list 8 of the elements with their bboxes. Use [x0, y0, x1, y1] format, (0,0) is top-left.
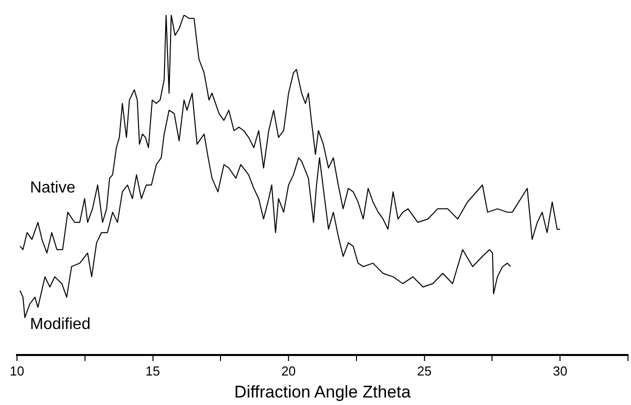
x-tick-label: 25 [417, 363, 432, 378]
x-axis-title: Diffraction Angle Ztheta [234, 382, 412, 402]
x-tick-label: 15 [146, 363, 160, 378]
x-tick-label: 10 [10, 363, 24, 378]
series-label: Modified [30, 316, 90, 333]
x-tick-label: 30 [552, 363, 568, 378]
x-tick-label: 20 [281, 363, 296, 378]
series-label: Native [30, 180, 76, 197]
